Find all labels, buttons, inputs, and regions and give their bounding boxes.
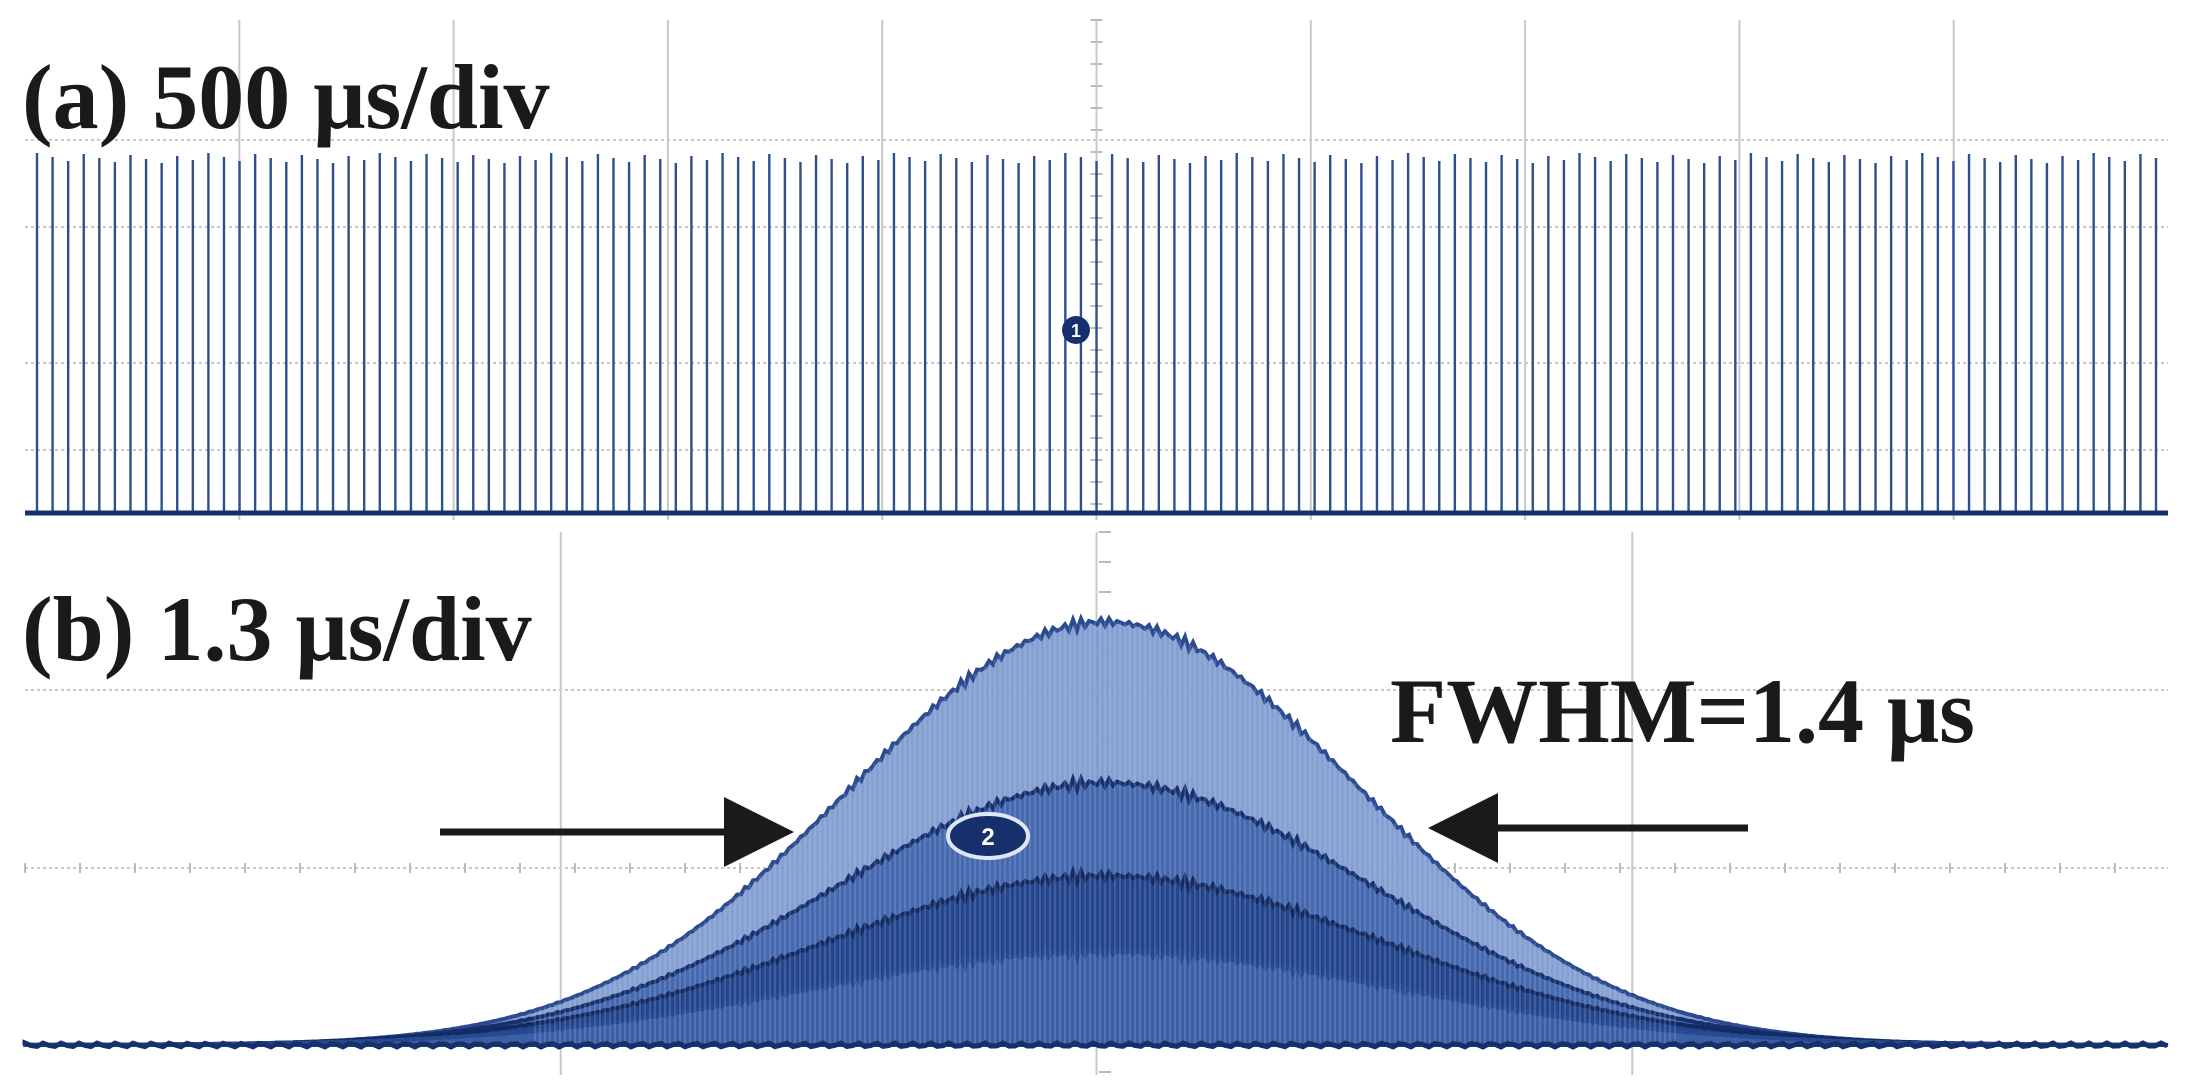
panel-a-pulse-train: 1 (a) 500 μs/div — [22, 19, 2168, 520]
panel-a-channel-marker: 1 — [1062, 316, 1090, 344]
panel-a-label: (a) 500 μs/div — [22, 46, 550, 148]
fwhm-annotation: FWHM=1.4 μs — [1390, 660, 1975, 762]
panel-divider — [0, 520, 2193, 532]
panel-a-pulse-train-trace — [35, 153, 2158, 513]
panel-b-baseline — [22, 1039, 2169, 1050]
svg-text:2: 2 — [981, 824, 994, 851]
panel-b-label: (b) 1.3 μs/div — [22, 578, 532, 680]
panel-b-channel-marker: 2 — [946, 812, 1030, 860]
panel-b-single-pulse: 2 (b) 1.3 μs/div FWHM=1.4 μs — [22, 531, 2169, 1075]
panel-b-pulse-envelopes — [22, 613, 2169, 1050]
pulse-envelope — [23, 940, 2169, 1047]
svg-text:1: 1 — [1071, 321, 1081, 341]
